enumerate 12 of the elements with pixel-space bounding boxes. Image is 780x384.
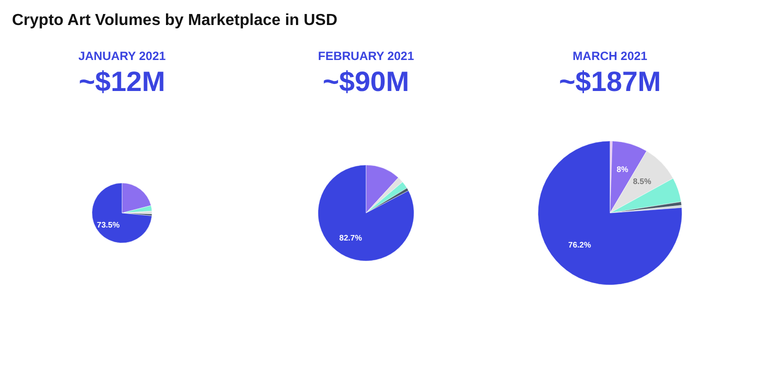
chart-title: FEBRUARY 2021 [318, 49, 414, 63]
chart-title: MARCH 2021 [572, 49, 648, 63]
text: Crypto Art Volumes by Marketplace in USD [12, 12, 338, 29]
chart-subtitle: ~$187M [559, 66, 661, 97]
data-label: 82.7% [339, 233, 362, 242]
chart-subtitle: ~$12M [78, 66, 166, 97]
data-label: 76.2% [568, 240, 591, 250]
data-label: 73.5% [96, 220, 120, 230]
chart-title: JANUARY 2021 [78, 49, 166, 63]
data-label: 8% [616, 165, 628, 174]
chart-subtitle: ~$90M [322, 66, 410, 97]
data-label: 8.5% [632, 176, 652, 186]
